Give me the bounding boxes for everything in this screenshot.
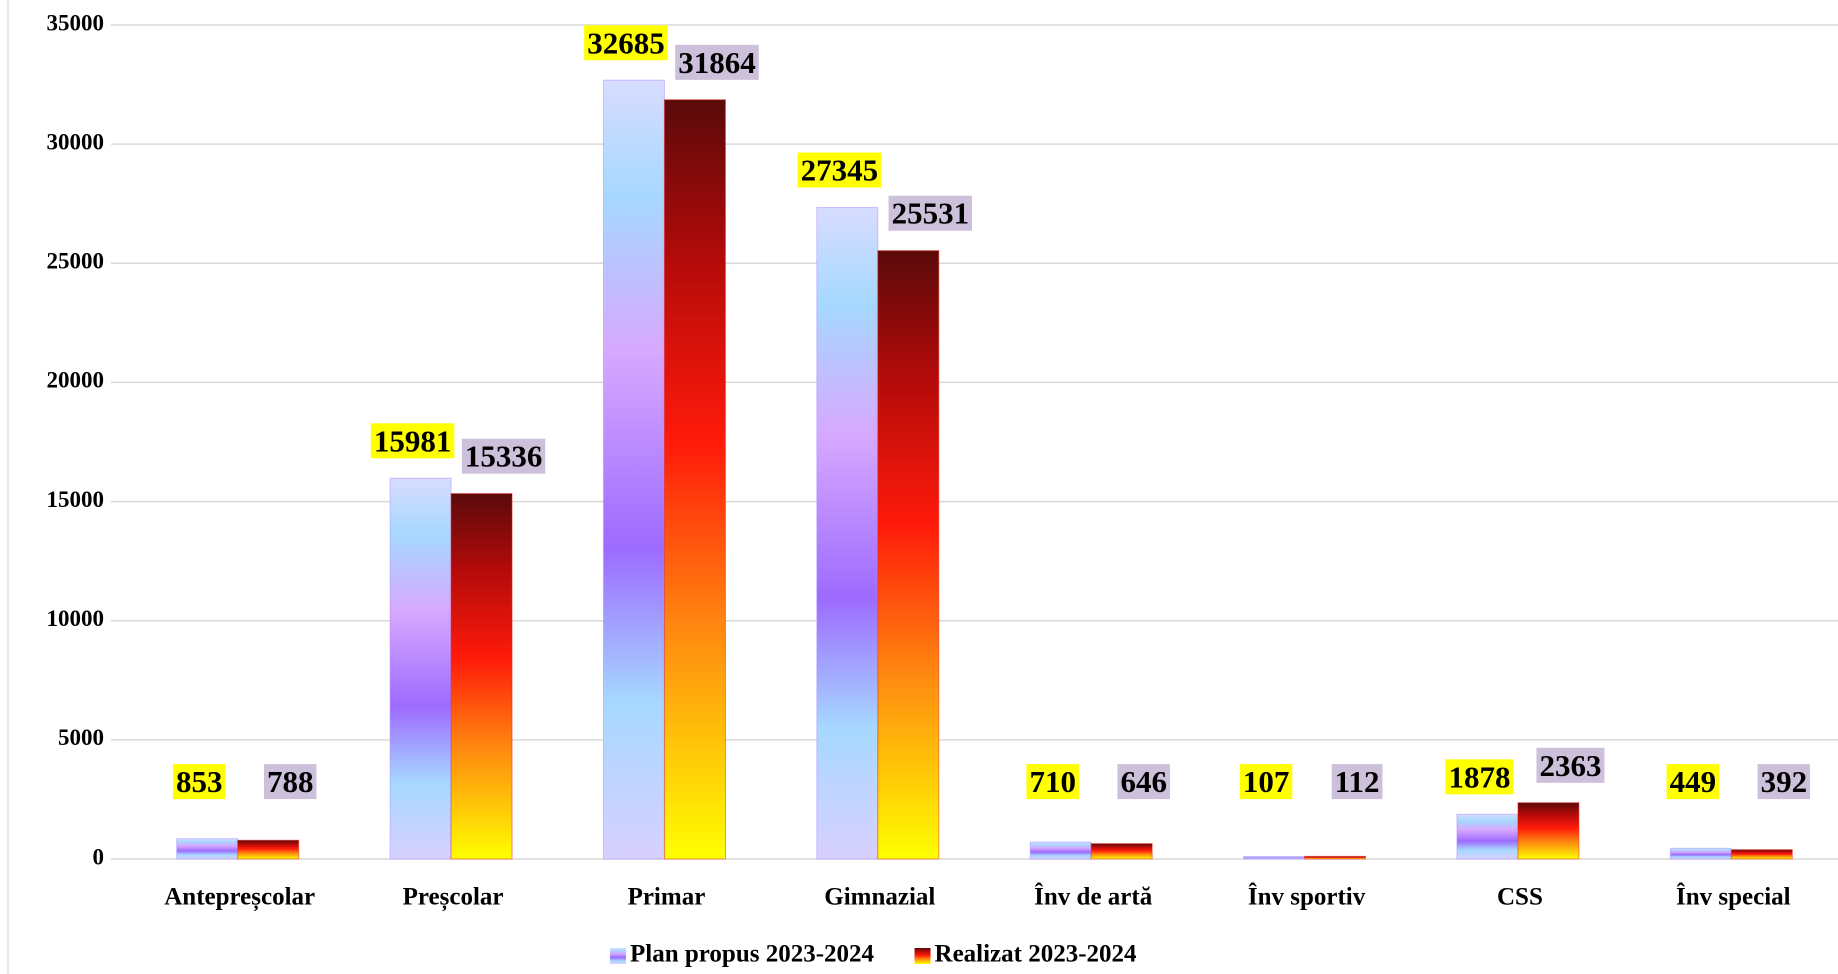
y-tick-label: 0	[93, 844, 105, 869]
data-label: 788	[267, 764, 314, 799]
data-label-background	[461, 438, 546, 474]
y-tick-label: 30000	[47, 129, 105, 154]
data-label: 853	[176, 764, 223, 799]
y-tick-label: 10000	[47, 606, 105, 631]
data-label-background	[1239, 764, 1293, 800]
legend-swatch	[914, 948, 931, 964]
bar	[877, 250, 940, 860]
x-tick-label: Înv de artă	[1034, 883, 1153, 911]
data-label-background	[584, 25, 668, 61]
data-label: 449	[1670, 764, 1717, 799]
bar	[237, 839, 300, 860]
legend-label: Realizat 2023-2024	[935, 941, 1138, 968]
bar	[1456, 813, 1519, 860]
bar	[602, 79, 665, 860]
data-label-background	[370, 423, 455, 459]
data-label: 646	[1120, 764, 1167, 799]
bar	[1669, 847, 1732, 860]
bar	[176, 838, 239, 860]
data-label-background	[1445, 759, 1514, 795]
data-label-background	[1026, 764, 1079, 800]
data-label: 15981	[374, 423, 452, 458]
data-label-background	[1331, 764, 1383, 800]
data-label: 112	[1335, 764, 1380, 799]
bar	[663, 99, 726, 860]
bar	[816, 206, 879, 860]
bar	[450, 493, 513, 860]
data-label: 15336	[465, 439, 543, 474]
bar	[1517, 802, 1580, 860]
data-label: 107	[1243, 764, 1290, 799]
legend-swatch	[610, 948, 626, 964]
data-label-background	[797, 152, 882, 188]
data-label: 1878	[1448, 759, 1510, 794]
data-label: 27345	[801, 153, 879, 188]
bar	[1029, 841, 1092, 860]
x-tick-label: Preșcolar	[403, 884, 504, 912]
y-tick-label: 20000	[47, 368, 105, 393]
x-tick-label: Antepreșcolar	[164, 884, 315, 912]
data-label: 32685	[587, 25, 665, 60]
data-label: 2363	[1539, 748, 1601, 783]
x-tick-label: CSS	[1497, 884, 1543, 911]
data-label-background	[263, 764, 317, 800]
y-tick-label: 15000	[47, 487, 105, 512]
x-tick-label: Înv sportiv	[1248, 883, 1366, 911]
data-label-background	[172, 764, 226, 800]
data-label-background	[1536, 747, 1605, 783]
x-tick-label: Înv special	[1676, 883, 1791, 911]
x-tick-label: Gimnazial	[824, 884, 935, 911]
data-label-background	[675, 44, 759, 80]
bar	[389, 477, 452, 860]
data-label-background	[888, 195, 973, 231]
data-label-background	[1666, 764, 1720, 800]
x-tick-label: Primar	[628, 884, 706, 911]
bar	[1090, 843, 1153, 860]
data-label-background	[1117, 764, 1170, 800]
data-label: 392	[1761, 764, 1808, 799]
bar	[1243, 855, 1306, 860]
data-label-background	[1757, 764, 1811, 800]
bar	[1304, 855, 1367, 860]
y-tick-label: 5000	[58, 725, 104, 750]
data-label: 710	[1029, 764, 1076, 799]
y-tick-label: 35000	[47, 10, 105, 35]
data-label: 25531	[892, 196, 970, 231]
data-label: 31864	[678, 45, 756, 80]
legend-label: Plan propus 2023-2024	[630, 941, 875, 968]
bar	[1730, 849, 1793, 860]
y-tick-label: 25000	[47, 249, 105, 274]
